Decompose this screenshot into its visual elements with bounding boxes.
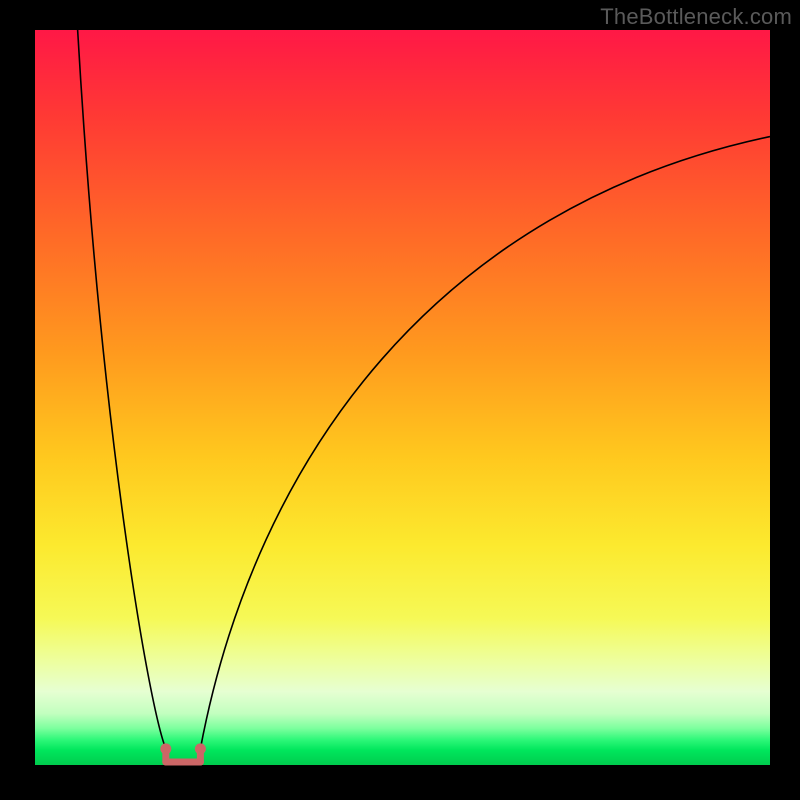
bottleneck-curve-chart xyxy=(0,0,800,800)
watermark-text: TheBottleneck.com xyxy=(600,4,792,30)
valley-dot-left xyxy=(160,743,171,754)
chart-container: TheBottleneck.com xyxy=(0,0,800,800)
valley-dot-right xyxy=(195,743,206,754)
plot-background xyxy=(35,30,770,765)
